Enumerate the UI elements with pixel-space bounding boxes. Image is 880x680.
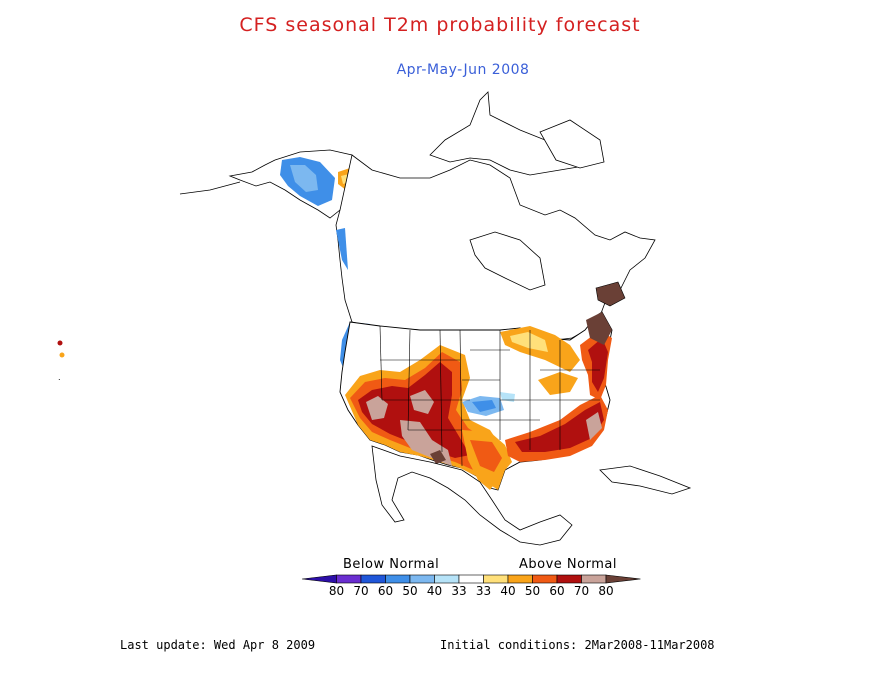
map-title: CFS seasonal T2m probability forecast — [239, 14, 641, 36]
legend-swatch — [360, 574, 386, 584]
legend-tick-label: 70 — [353, 584, 369, 598]
legend-swatch — [605, 574, 641, 584]
legend-swatch — [556, 574, 582, 584]
legend-tick-label: 60 — [377, 584, 394, 598]
svg-text:.: . — [58, 373, 61, 382]
legend-above-label: Above Normal — [519, 557, 617, 572]
legend-below-label: Below Normal — [343, 557, 440, 572]
mexico-region — [371, 445, 692, 546]
legend-swatch — [483, 574, 509, 584]
legend-tick-label: 60 — [549, 584, 565, 598]
last-update-text: Last update: Wed Apr 8 2009 — [120, 638, 316, 652]
legend-swatch — [532, 574, 558, 584]
legend-tick-label: 40 — [426, 584, 443, 598]
initial-conditions-text: Initial conditions: 2Mar2008-11Mar2008 — [440, 638, 715, 652]
legend-colorbar — [301, 574, 641, 584]
alaska-region — [179, 149, 369, 219]
legend-swatch — [385, 574, 411, 584]
legend-swatch — [458, 574, 484, 584]
legend-tick-label: 33 — [451, 584, 467, 598]
legend-swatch — [301, 574, 337, 584]
greenland-region — [539, 119, 605, 169]
legend-swatch — [336, 574, 362, 584]
legend-swatch — [434, 574, 460, 584]
map-subtitle: Apr-May-Jun 2008 — [396, 62, 530, 78]
legend-tick-label: 40 — [500, 584, 516, 598]
legend-swatch — [581, 574, 607, 584]
canada-region — [335, 91, 656, 341]
legend-tick-label: 80 — [328, 584, 345, 598]
kansas-below — [462, 392, 515, 416]
legend-swatch — [507, 574, 533, 584]
legend-tick-label: 50 — [402, 584, 418, 598]
edge-markers: . — [57, 340, 65, 382]
legend-swatch — [409, 574, 435, 584]
legend-tick-label: 33 — [475, 584, 492, 598]
state-boundaries — [379, 325, 600, 467]
legend-tick-label: 80 — [598, 584, 614, 598]
legend-tick-label: 50 — [524, 584, 541, 598]
legend-tick-label: 70 — [573, 584, 590, 598]
